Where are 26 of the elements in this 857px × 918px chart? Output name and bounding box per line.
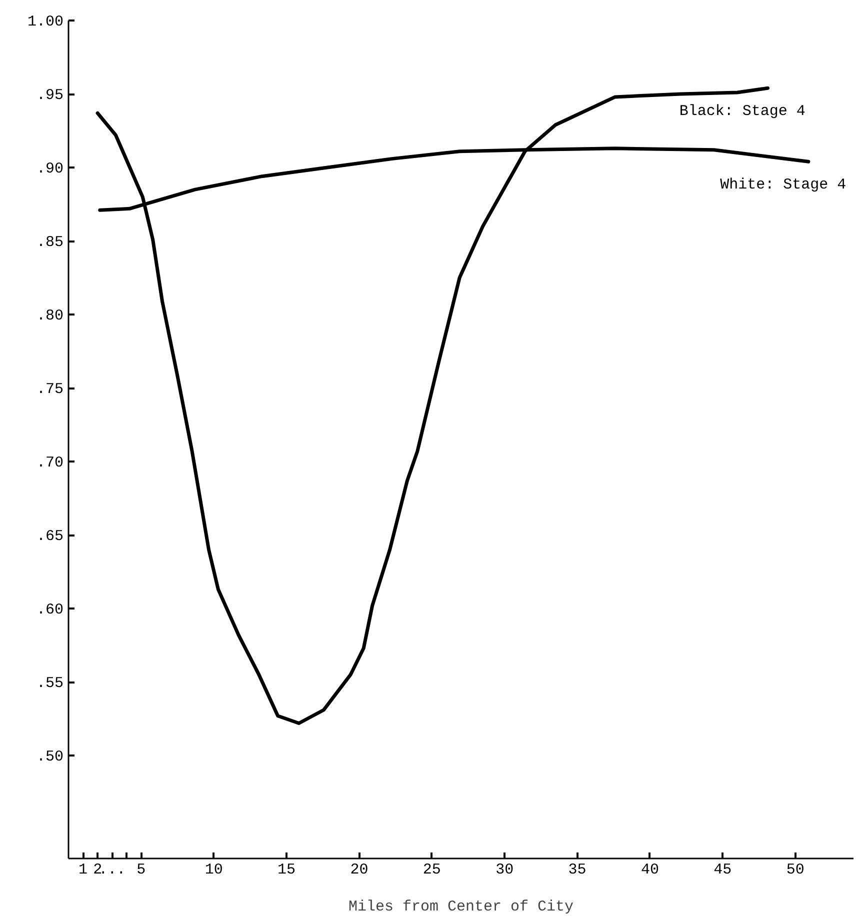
x-tick-label: 30 bbox=[496, 862, 514, 878]
x-axis-title: Miles from Center of City bbox=[348, 898, 574, 916]
y-tick-label: .50 bbox=[36, 748, 64, 766]
x-tick-label: 50 bbox=[786, 862, 804, 878]
x-tick-label: 40 bbox=[640, 862, 659, 878]
y-tick-label: .95 bbox=[36, 87, 64, 104]
x-tick-label: 2 bbox=[93, 862, 102, 878]
y-tick-label: .70 bbox=[36, 454, 64, 472]
series-label: Black: Stage 4 bbox=[679, 103, 806, 120]
x-tick-label: 15 bbox=[278, 862, 296, 878]
x-tick-label: 10 bbox=[204, 862, 223, 878]
y-tick-label: .85 bbox=[36, 234, 64, 252]
x-tick-label: 35 bbox=[568, 862, 586, 878]
x-tick-label: 5 bbox=[136, 862, 146, 878]
y-tick-label: .60 bbox=[36, 602, 64, 619]
x-tick-label: 20 bbox=[350, 862, 368, 878]
x-tick-label: 45 bbox=[714, 862, 732, 878]
y-tick-label: 1.00 bbox=[27, 14, 64, 30]
x-tick-label: 25 bbox=[422, 862, 441, 878]
y-tick-label: .55 bbox=[36, 675, 64, 692]
y-tick-label: .90 bbox=[36, 160, 64, 178]
y-tick-label: .75 bbox=[36, 381, 64, 398]
y-tick-label: .80 bbox=[36, 308, 64, 325]
series-label: White: Stage 4 bbox=[720, 176, 846, 194]
y-tick-label: .65 bbox=[36, 528, 64, 546]
x-tick-label: 1 bbox=[78, 862, 88, 878]
